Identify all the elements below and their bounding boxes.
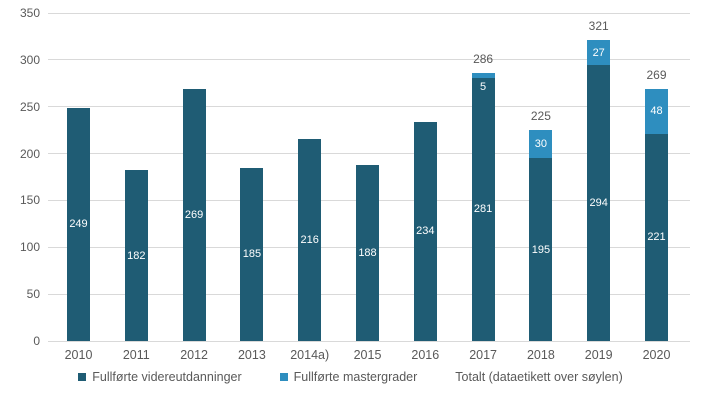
legend-swatch-videreutdanninger [78, 373, 87, 381]
y-axis-tick-label: 100 [19, 240, 40, 255]
y-axis-tick-label: 150 [19, 193, 40, 208]
bar-value-label: 294 [589, 197, 608, 210]
bar-segment-videreutdanninger-2015: 188 [356, 164, 379, 341]
x-axis-tick-label-2016: 2016 [411, 348, 440, 362]
bar-value-label: 234 [416, 225, 435, 238]
y-axis-tick-label: 50 [26, 287, 40, 302]
bar-value-label: 30 [534, 138, 548, 151]
x-axis-tick-label-2020: 2020 [642, 348, 671, 362]
bar-segment-mastergrader-2019: 27 [587, 40, 611, 66]
bar-value-label: 269 [184, 208, 204, 221]
gridline-y0 [48, 340, 690, 342]
bar-value-label: 249 [69, 218, 88, 231]
gridline-y350 [48, 12, 690, 14]
bar-segment-videreutdanninger-2014a): 216 [298, 138, 322, 341]
bar-segment-videreutdanninger-2016: 234 [413, 121, 437, 341]
legend-item-mastergrader: Fullførte mastergrader [279, 370, 418, 384]
x-axis-tick-label-2015: 2015 [353, 348, 382, 362]
gridline-y250 [48, 106, 690, 108]
gridline-y300 [48, 59, 690, 61]
legend-swatch-mastergrader [279, 373, 288, 381]
bar-value-label: 281 [473, 203, 493, 216]
bar-segment-mastergrader-2020: 48 [645, 88, 668, 134]
total-label-2019: 321 [588, 19, 609, 34]
legend-label-videreutdanninger: Fullførte videreutdanninger [92, 370, 242, 384]
bar-segment-videreutdanninger-2013: 185 [240, 167, 264, 341]
bar-value-label: 185 [242, 248, 262, 261]
total-label-2020: 269 [646, 67, 667, 82]
legend-label-mastergrader: Fullførte mastergrader [293, 370, 418, 384]
bar-value-label: 216 [300, 233, 319, 246]
bar-segment-videreutdanninger-2012: 269 [182, 88, 206, 341]
bar-value-label: 188 [358, 246, 377, 259]
bar-segment-videreutdanninger-2017: 281 [471, 77, 495, 341]
x-axis-tick-label-2019: 2019 [584, 348, 613, 362]
bar-segment-videreutdanninger-2020: 221 [645, 133, 668, 341]
y-axis-tick-label: 300 [19, 52, 40, 67]
bar-value-label: 27 [592, 46, 605, 59]
bar-value-label: 182 [127, 249, 146, 262]
bar-segment-mastergrader-2018: 30 [529, 130, 553, 159]
bar-value-label: 221 [647, 231, 666, 244]
bar-segment-videreutdanninger-2018: 195 [529, 158, 553, 341]
total-label-2018: 225 [530, 109, 551, 124]
bar-value-label: 195 [531, 243, 551, 256]
gridline-y200 [48, 153, 690, 155]
total-label-2017: 286 [473, 51, 494, 66]
bar-value-label: 48 [650, 105, 663, 118]
y-axis-tick-label: 200 [19, 146, 40, 161]
x-axis-tick-label-2017: 2017 [469, 348, 497, 362]
legend-label-totalt: Totalt (dataetikett over søylen) [455, 370, 623, 384]
x-axis-tick-label-2013: 2013 [237, 348, 266, 362]
y-axis-tick-label: 250 [19, 99, 40, 114]
bar-segment-mastergrader-2017 [471, 72, 495, 78]
y-axis-tick-label: 350 [19, 6, 40, 20]
y-axis-tick-label: 0 [33, 334, 40, 348]
x-axis-tick-label-2011: 2011 [122, 348, 150, 362]
bar-segment-videreutdanninger-2019: 294 [587, 65, 611, 341]
legend-item-totalt: Totalt (dataetikett over søylen) [455, 370, 622, 384]
x-axis-tick-label-2018: 2018 [526, 348, 555, 362]
bar-segment-videreutdanninger-2011: 182 [124, 170, 148, 341]
legend-item-videreutdanninger: Fullførte videreutdanninger [78, 370, 242, 384]
bar-value-label: 5 [480, 80, 487, 93]
bar-segment-videreutdanninger-2010: 249 [67, 107, 90, 341]
x-axis-tick-label-2010: 2010 [64, 348, 93, 362]
legend: Fullførte videreutdanninger Fullførte ma… [0, 370, 701, 384]
x-axis-tick-label-2014a): 2014a) [290, 348, 330, 362]
x-axis-tick-label-2012: 2012 [180, 348, 208, 362]
